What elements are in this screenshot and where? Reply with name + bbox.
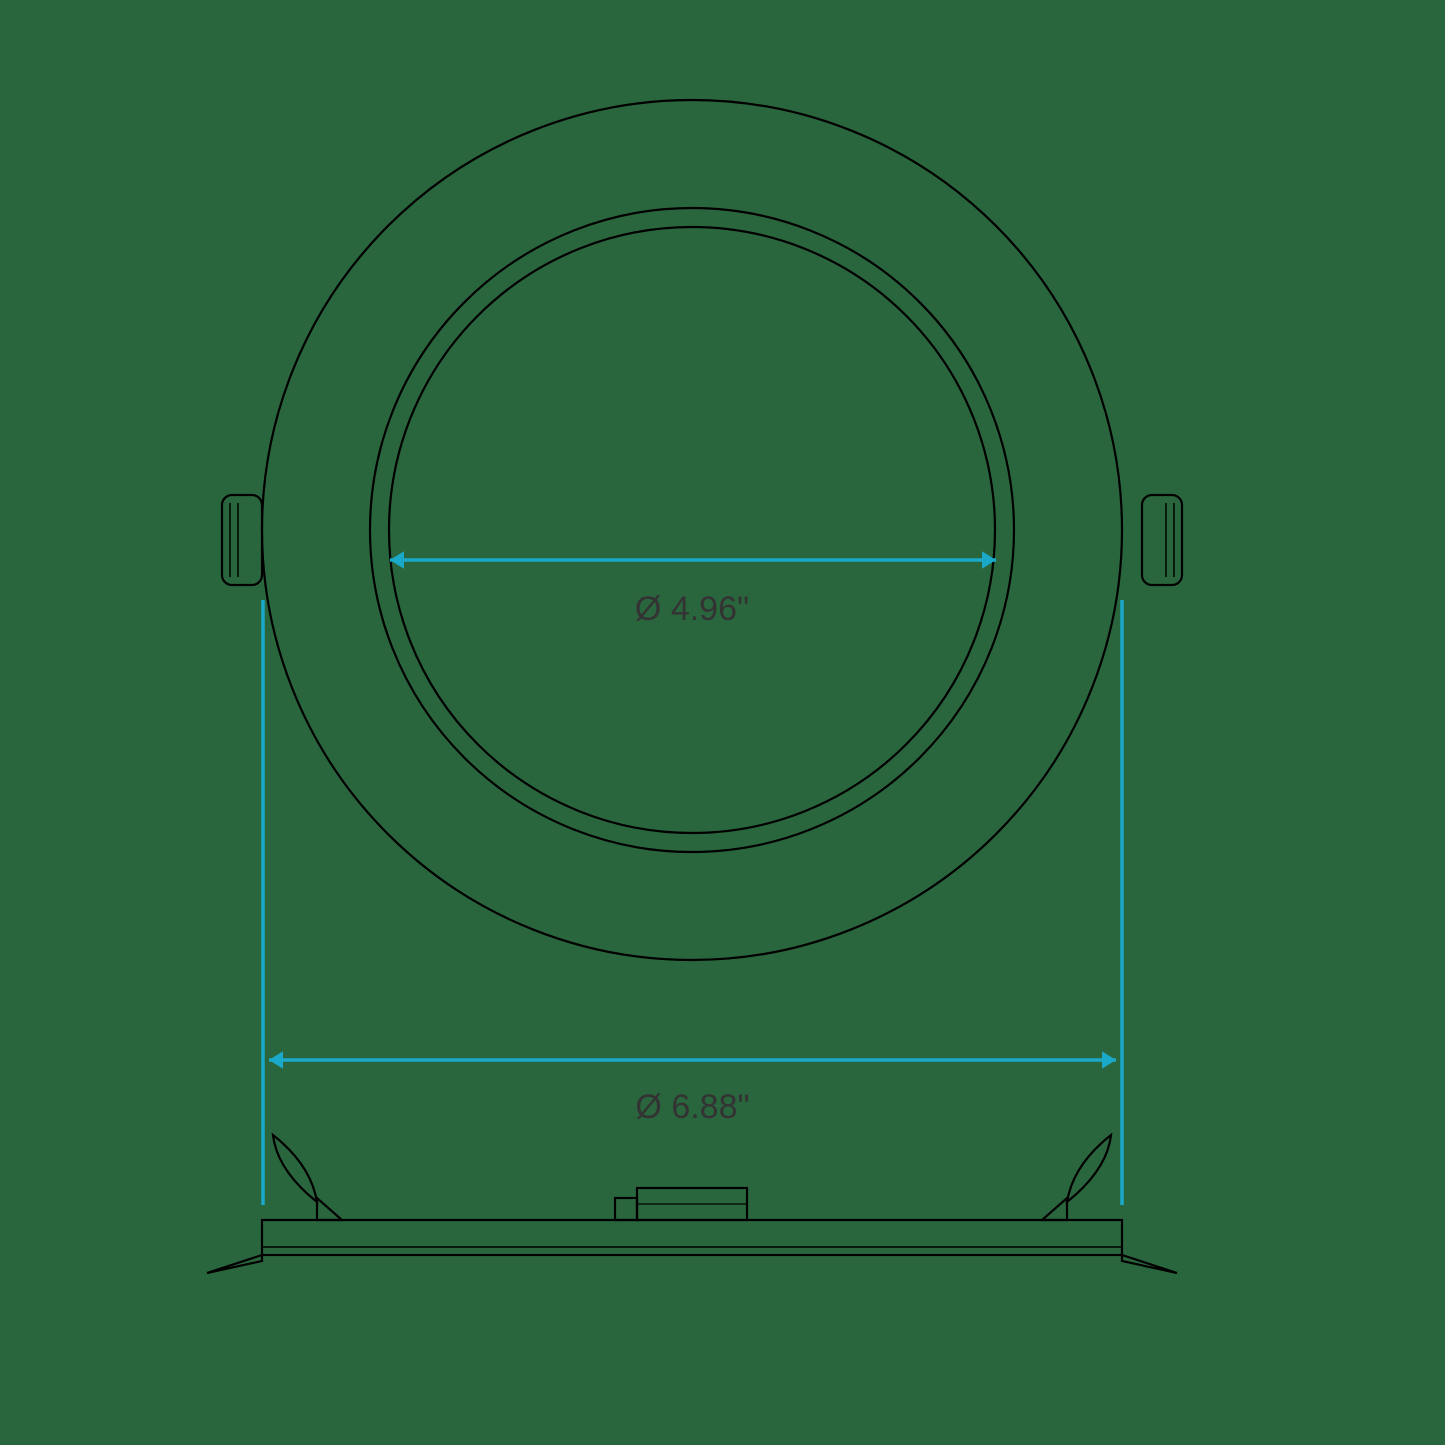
outer-diameter-label: Ø 6.88" [635, 1088, 749, 1126]
inner-diameter-label: Ø 4.96" [635, 590, 749, 628]
background [0, 0, 1445, 1445]
dimension-diagram: Ø 4.96" Ø 6.88" [0, 0, 1445, 1445]
